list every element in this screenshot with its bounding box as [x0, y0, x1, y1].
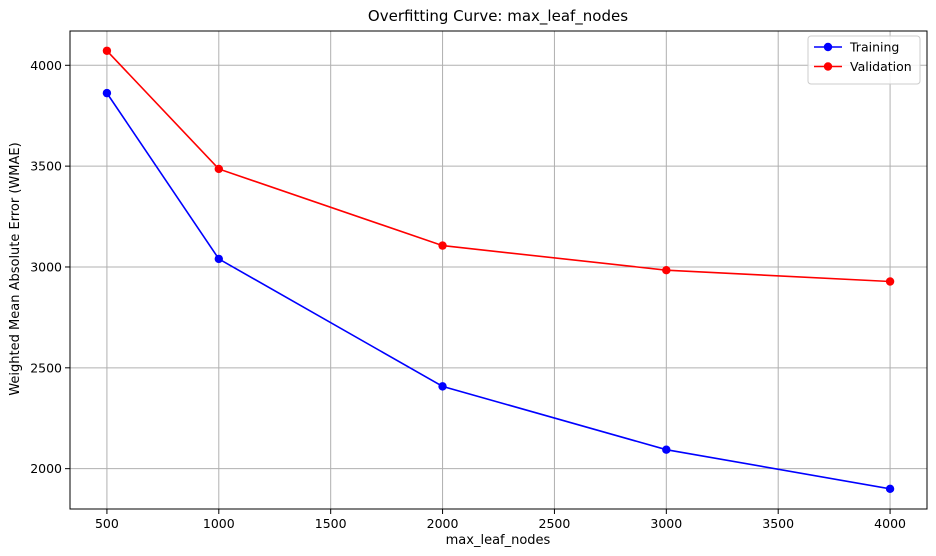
legend-label-training: Training	[849, 40, 899, 55]
x-tick-label: 3500	[762, 516, 794, 531]
x-tick-label: 1500	[315, 516, 347, 531]
ticks: 500 1000 1500 2000 2500 3000 3500 4000 2000 2500 3…	[30, 58, 906, 531]
y-axis-title: Weighted Mean Absolute Error (WMAE)	[8, 142, 23, 395]
y-tick-label: 2000	[30, 461, 62, 476]
data-point-training	[102, 88, 112, 98]
series-group	[102, 46, 895, 494]
grid	[70, 31, 927, 509]
x-tick-label: 500	[95, 516, 119, 531]
legend-box	[807, 35, 921, 85]
chart-title: Overfitting Curve: max_leaf_nodes	[368, 7, 628, 26]
x-tick-label: 4000	[874, 516, 906, 531]
x-tick-label: 3000	[650, 516, 682, 531]
data-point-training	[885, 484, 895, 494]
x-axis-title: max_leaf_nodes	[446, 533, 551, 548]
plot-frame	[69, 30, 928, 510]
series-line-training	[106, 92, 891, 490]
data-point-training	[214, 254, 224, 264]
data-point-validation	[438, 241, 447, 250]
x-tick-label: 2000	[427, 516, 459, 531]
legend-marker-training	[823, 42, 833, 52]
series-training	[102, 88, 895, 494]
legend-label-validation: Validation	[850, 59, 912, 74]
data-point-validation	[885, 277, 895, 286]
data-point-training	[662, 445, 671, 454]
y-tick-label: 2500	[30, 360, 62, 375]
data-point-validation	[214, 164, 224, 174]
data-point-validation	[102, 46, 112, 55]
y-tick-label: 3000	[30, 259, 62, 274]
data-point-training	[438, 382, 447, 391]
y-tick-label: 4000	[30, 58, 62, 73]
x-tick-label: 1000	[203, 516, 235, 531]
x-tick-label: 2500	[539, 516, 571, 531]
series-validation	[102, 46, 895, 286]
data-point-validation	[662, 266, 671, 275]
legend-marker-validation	[823, 62, 833, 71]
legend: Training Validation	[807, 35, 921, 85]
y-tick-label: 3500	[30, 159, 62, 174]
